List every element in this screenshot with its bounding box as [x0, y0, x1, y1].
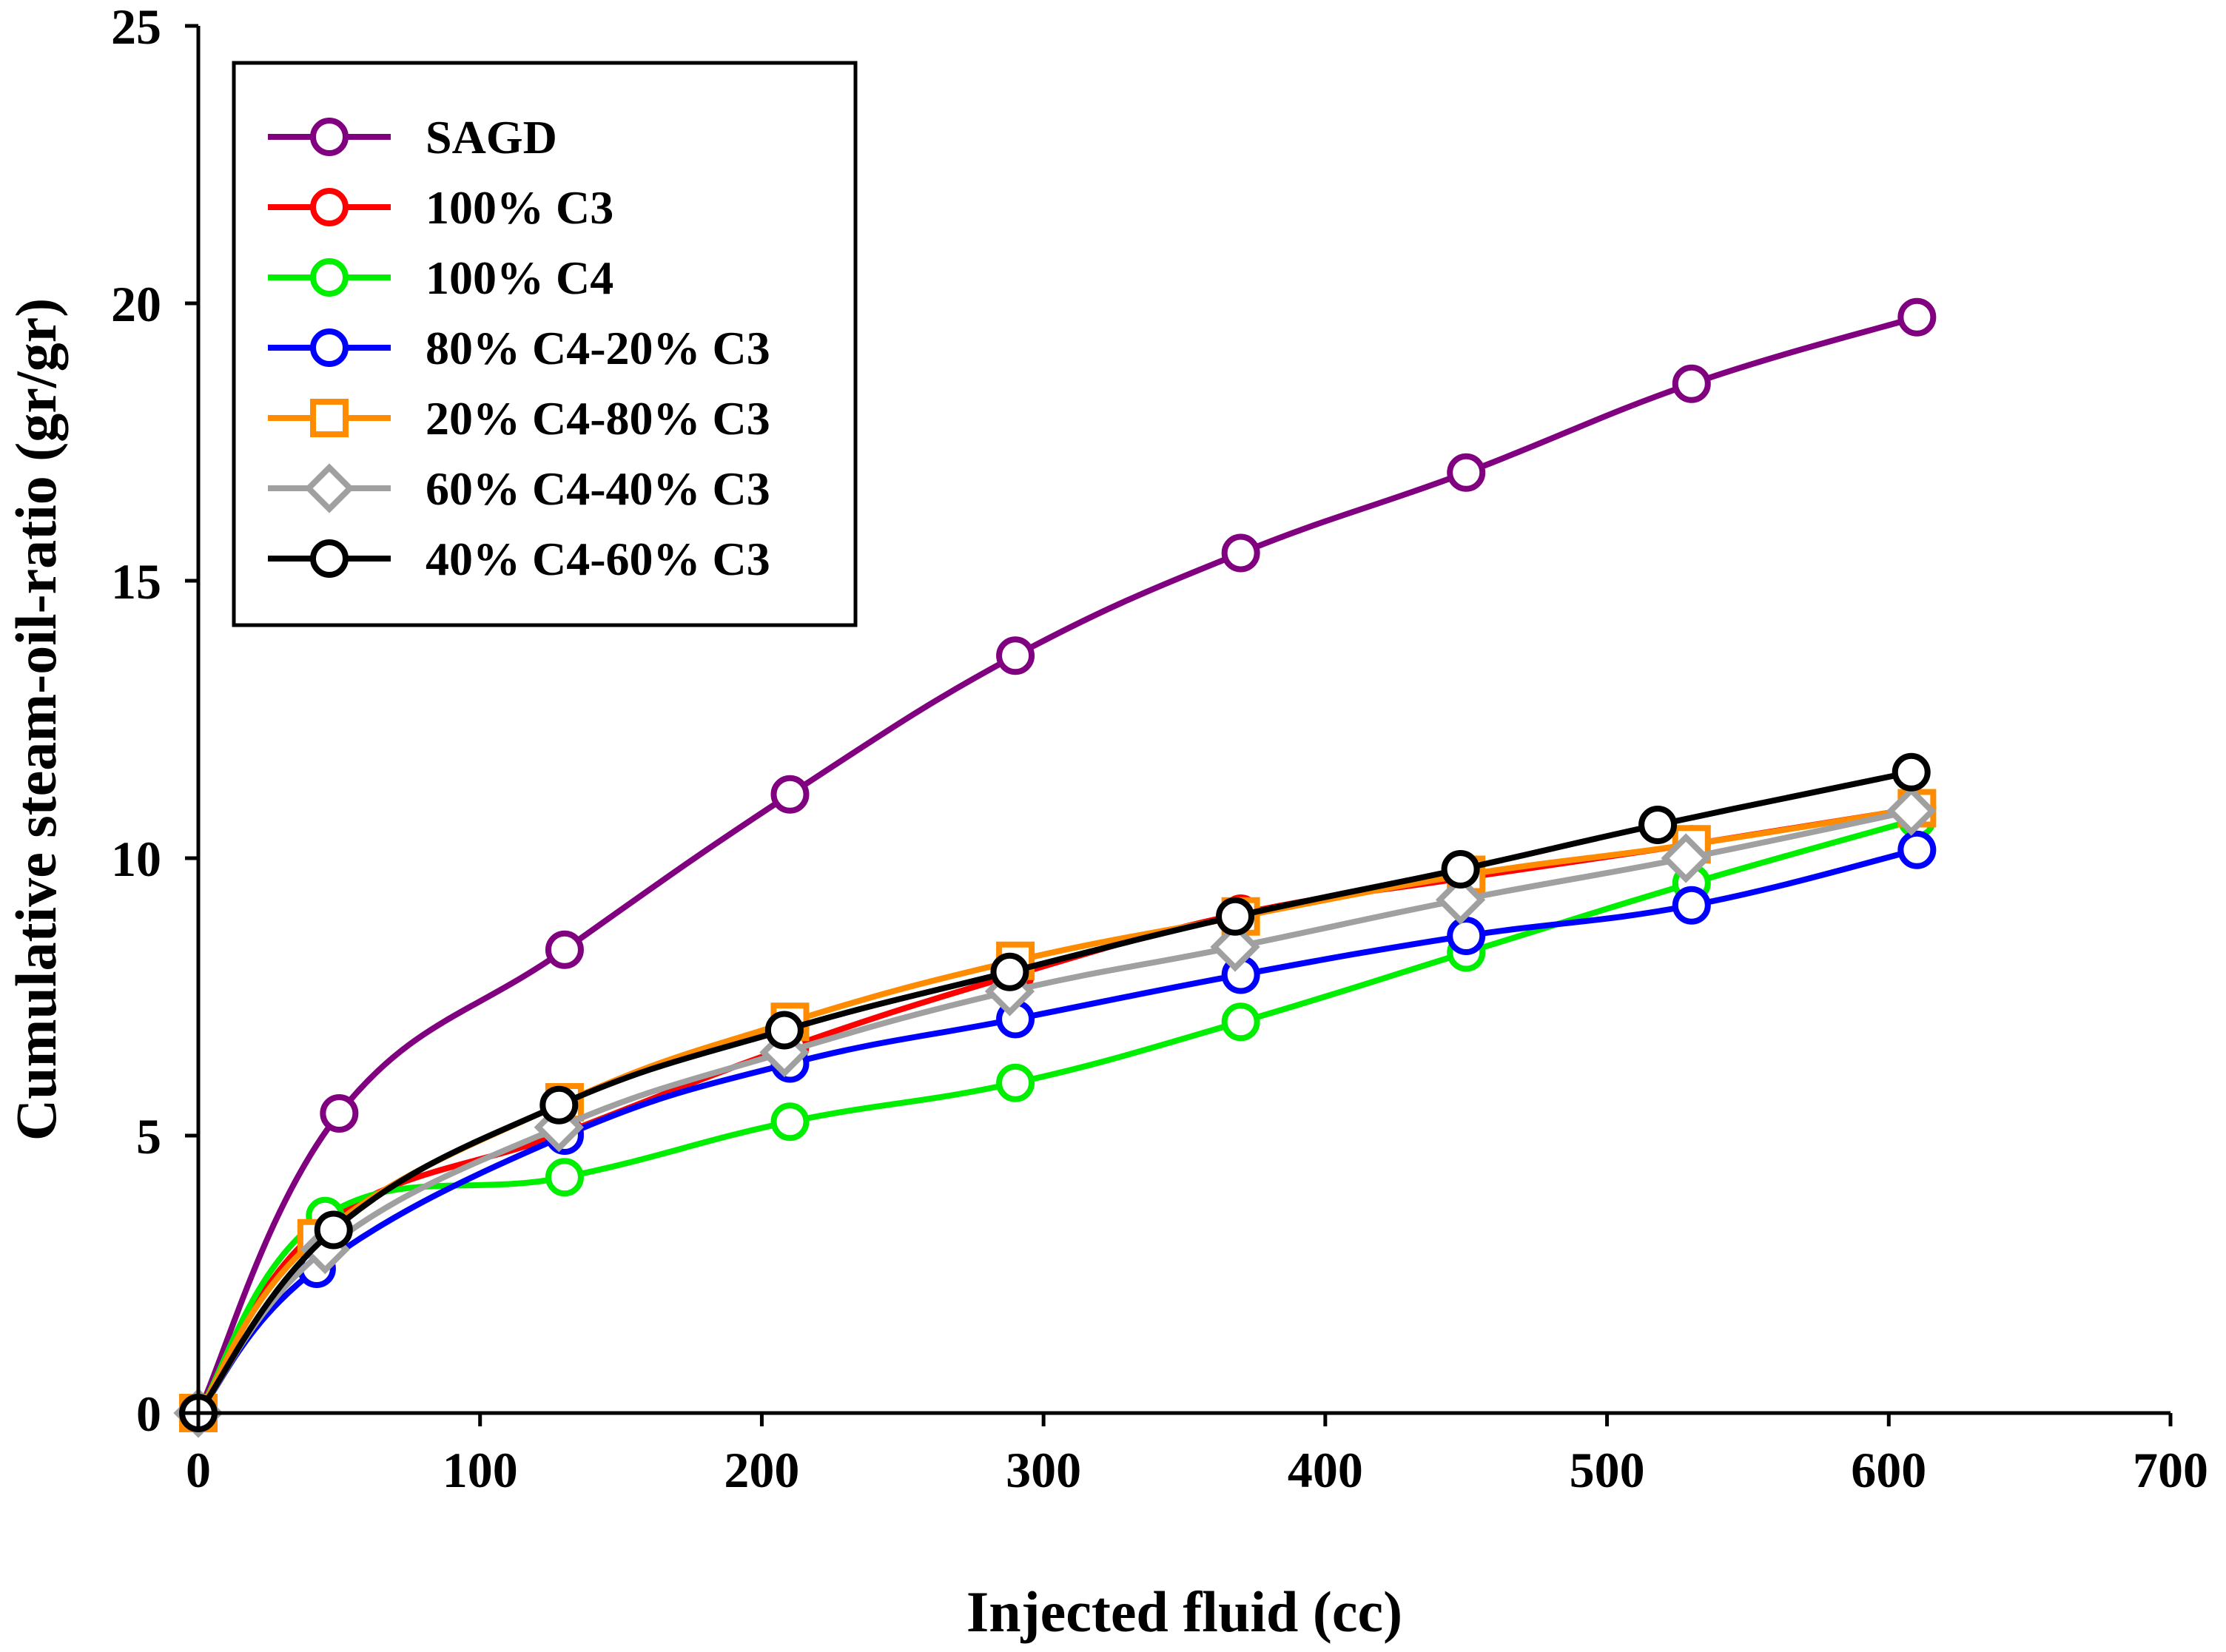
series-6: [179, 752, 1931, 1432]
data-point: [996, 636, 1035, 675]
legend-label: SAGD: [426, 111, 557, 163]
data-point: [1638, 806, 1678, 844]
legend-marker: [310, 328, 349, 367]
x-axis-title: Injected fluid (cc): [966, 1579, 1402, 1644]
data-point: [1216, 897, 1255, 936]
legend-label: 60% C4-40% C3: [426, 462, 770, 515]
y-tick-label: 0: [136, 1386, 161, 1442]
x-tick-label: 600: [1851, 1442, 1926, 1498]
data-point: [996, 1063, 1035, 1102]
legend-marker: [310, 118, 349, 156]
y-tick-label: 10: [111, 831, 161, 887]
y-axis-title: Cumulative steam-oil-ratio (gr/gr): [4, 298, 68, 1141]
x-tick-label: 0: [186, 1442, 211, 1498]
data-point: [1897, 830, 1937, 869]
series-line: [195, 314, 1920, 1416]
x-tick-label: 100: [443, 1442, 518, 1498]
x-tick-label: 300: [1006, 1442, 1081, 1498]
legend-item-0: SAGD: [268, 111, 557, 163]
data-point: [1897, 297, 1937, 337]
legend-marker: [304, 463, 354, 513]
legend-label: 100% C4: [426, 252, 613, 304]
legend-label: 40% C4-60% C3: [426, 533, 770, 585]
legend-label: 20% C4-80% C3: [426, 392, 770, 445]
legend-marker: [310, 258, 349, 297]
data-point: [1221, 533, 1260, 573]
data-point: [770, 775, 810, 814]
legend-marker: [310, 539, 349, 578]
data-point: [539, 1085, 579, 1125]
legend-item-4: 20% C4-80% C3: [268, 392, 770, 445]
data-point: [1661, 833, 1711, 883]
x-tick-label: 200: [724, 1442, 799, 1498]
data-point: [1447, 917, 1486, 955]
legend-item-5: 60% C4-40% C3: [268, 462, 770, 515]
data-point: [1435, 874, 1486, 925]
data-point: [545, 930, 584, 969]
x-tick-label: 400: [1288, 1442, 1363, 1498]
data-point: [1210, 922, 1260, 972]
data-point: [770, 1102, 810, 1142]
legend-item-6: 40% C4-60% C3: [268, 533, 770, 585]
legend-label: 100% C3: [426, 181, 613, 234]
data-point: [545, 1158, 584, 1197]
legend-label: 80% C4-20% C3: [426, 322, 770, 374]
y-tick-label: 15: [111, 553, 161, 610]
series-layer: [173, 297, 1937, 1438]
data-point: [1441, 850, 1480, 889]
data-point: [1221, 1002, 1260, 1042]
legend-item-3: 80% C4-20% C3: [268, 322, 770, 374]
y-tick-label: 20: [111, 276, 161, 332]
data-point: [1886, 786, 1937, 836]
data-point: [764, 1011, 804, 1050]
y-tick-label: 25: [111, 0, 161, 55]
legend-marker: [310, 399, 349, 437]
legend: SAGD 100% C3 100% C4 80% C4-20% C3 20% C4-80…: [232, 61, 858, 627]
legend-item-2: 100% C4: [268, 252, 613, 304]
data-point: [1447, 453, 1486, 492]
data-point: [314, 1210, 353, 1250]
data-point: [1892, 752, 1931, 792]
x-tick-label: 700: [2133, 1442, 2208, 1498]
legend-marker: [310, 188, 349, 226]
x-tick-label: 500: [1570, 1442, 1645, 1498]
legend-item-1: 100% C3: [268, 181, 613, 234]
data-point: [1672, 886, 1711, 925]
data-point: [990, 952, 1029, 991]
y-tick-label: 5: [136, 1108, 161, 1164]
data-point: [1672, 364, 1711, 403]
axes-layer: 0 100 200 300 400 500 600 700 0 5 10 15 20 25: [111, 0, 2208, 1498]
data-point: [320, 1094, 359, 1133]
